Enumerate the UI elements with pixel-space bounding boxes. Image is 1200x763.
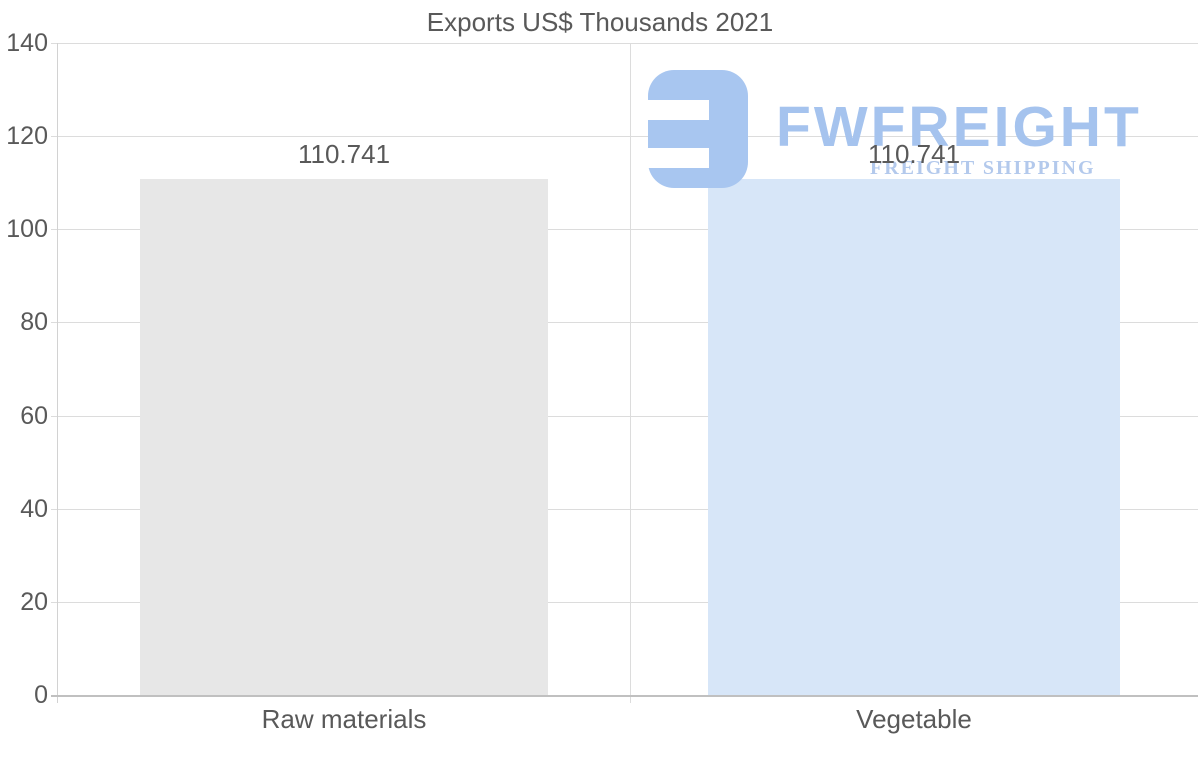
bar-raw-materials[interactable] (140, 179, 548, 695)
bar-vegetable[interactable] (708, 179, 1120, 695)
x-axis-category-label: Vegetable (856, 704, 972, 734)
y-axis-tick-label: 140 (6, 29, 48, 57)
bar-value-label: 110.741 (867, 139, 961, 169)
y-axis-tick-label: 100 (6, 215, 48, 243)
gridline (51, 602, 1198, 603)
chart-title: Exports US$ Thousands 2021 (426, 7, 774, 37)
bar-value-label: 110.741 (297, 139, 391, 169)
x-axis-baseline (51, 695, 1198, 697)
gridline (51, 43, 1198, 44)
x-axis-category-label: Raw materials (261, 704, 427, 734)
y-axis-tick-label: 80 (20, 308, 48, 336)
category-separator-line (630, 43, 631, 703)
gridline (51, 416, 1198, 417)
y-axis-tick-label: 40 (20, 495, 48, 523)
y-axis-tick-label: 20 (20, 588, 48, 616)
gridline (51, 509, 1198, 510)
fwfreight-logo-icon (648, 70, 748, 188)
y-axis-tick-label: 0 (34, 681, 48, 709)
gridline (51, 229, 1198, 230)
y-axis-tick-label: 60 (20, 402, 48, 430)
y-axis-line (57, 43, 58, 703)
gridline (51, 322, 1198, 323)
y-axis-tick-label: 120 (6, 122, 48, 150)
gridline (51, 136, 1198, 137)
